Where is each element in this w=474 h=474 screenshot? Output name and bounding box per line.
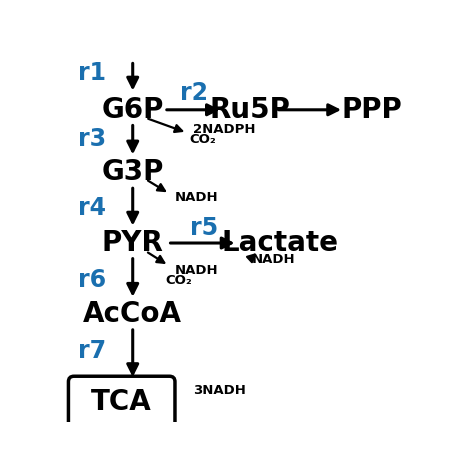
Text: PPP: PPP <box>341 96 402 124</box>
Text: CO₂: CO₂ <box>189 133 216 146</box>
Text: r1: r1 <box>78 61 106 85</box>
Text: r4: r4 <box>78 196 106 220</box>
Text: r3: r3 <box>78 127 106 151</box>
Text: TCA: TCA <box>91 388 152 416</box>
Text: 3NADH: 3NADH <box>193 384 246 397</box>
Text: r2: r2 <box>181 82 209 105</box>
Text: Lactate: Lactate <box>221 229 338 257</box>
Text: G6P: G6P <box>101 96 164 124</box>
Text: Ru5P: Ru5P <box>210 96 291 124</box>
Text: r5: r5 <box>190 217 218 240</box>
Text: AcCoA: AcCoA <box>83 300 182 328</box>
Text: r7: r7 <box>78 339 106 363</box>
FancyBboxPatch shape <box>68 376 175 429</box>
Text: 2NADPH: 2NADPH <box>193 123 256 137</box>
Text: CO₂: CO₂ <box>165 274 192 287</box>
Text: NADH: NADH <box>252 253 296 266</box>
Text: PYR: PYR <box>102 229 164 257</box>
Text: NADH: NADH <box>175 264 219 277</box>
Text: NADH: NADH <box>175 191 219 204</box>
Text: G3P: G3P <box>101 158 164 186</box>
Text: r6: r6 <box>78 267 106 292</box>
